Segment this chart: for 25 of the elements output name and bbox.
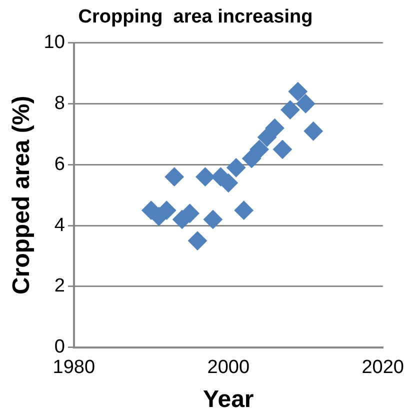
point [188,231,208,250]
point [272,140,292,159]
point [196,167,215,186]
point [226,158,246,178]
x-tick-label: 2000 [207,357,250,378]
y-tick-label: 2 [54,276,65,297]
point [265,118,284,138]
point [203,210,222,229]
point [288,82,308,102]
x-tick-label: 1980 [52,357,96,378]
y-axis-title: Cropped area (%) [8,96,36,294]
point [296,94,316,114]
point [164,167,184,186]
point [280,100,300,120]
point [304,122,323,141]
point [250,140,269,159]
chart-title: Cropping area increasing [78,6,313,28]
y-tick-label: 0 [54,336,65,358]
y-tick-label: 6 [54,154,65,175]
y-tick-label: 8 [54,92,65,114]
x-tick-label: 2020 [362,357,404,378]
point [234,200,254,220]
y-tick-label: 4 [54,214,66,236]
x-axis-title: Year [203,386,254,414]
y-tick-label: 10 [44,32,65,54]
